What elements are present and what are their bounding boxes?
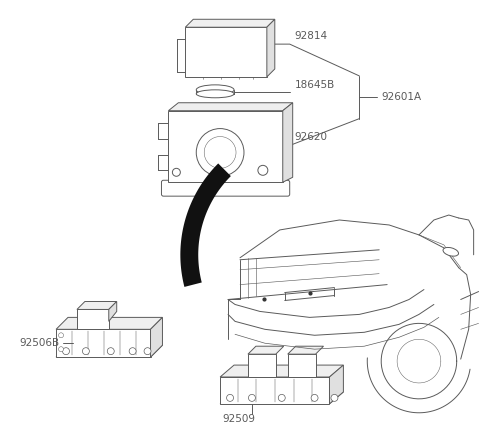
Circle shape (258, 165, 268, 175)
Polygon shape (168, 103, 293, 111)
Circle shape (172, 168, 180, 176)
Polygon shape (267, 19, 275, 77)
Polygon shape (180, 164, 231, 287)
Polygon shape (56, 318, 162, 329)
Ellipse shape (196, 85, 234, 95)
Text: 92509: 92509 (222, 414, 255, 424)
Polygon shape (220, 377, 329, 404)
FancyBboxPatch shape (161, 180, 290, 196)
Text: 18645B: 18645B (295, 80, 335, 90)
Ellipse shape (196, 90, 234, 98)
Polygon shape (283, 103, 293, 182)
Circle shape (204, 137, 236, 168)
Polygon shape (220, 392, 343, 404)
Circle shape (144, 348, 151, 355)
Polygon shape (151, 318, 162, 357)
Text: 92601A: 92601A (381, 92, 421, 102)
Circle shape (278, 394, 285, 401)
Polygon shape (288, 346, 324, 354)
Circle shape (107, 348, 114, 355)
Circle shape (62, 348, 70, 355)
Circle shape (311, 394, 318, 401)
Text: 92620: 92620 (295, 132, 328, 142)
Circle shape (331, 394, 338, 401)
FancyBboxPatch shape (185, 27, 267, 77)
Polygon shape (288, 354, 315, 377)
Polygon shape (56, 345, 162, 357)
Polygon shape (248, 346, 284, 354)
Circle shape (59, 347, 63, 351)
Polygon shape (109, 302, 117, 321)
Polygon shape (77, 310, 109, 329)
Circle shape (249, 394, 255, 401)
Ellipse shape (443, 247, 458, 256)
Polygon shape (185, 19, 275, 27)
Polygon shape (56, 329, 151, 357)
FancyBboxPatch shape (168, 111, 283, 182)
Polygon shape (77, 302, 117, 310)
Text: 92814: 92814 (295, 31, 328, 41)
Circle shape (227, 394, 234, 401)
Polygon shape (248, 354, 276, 377)
Text: 92506B: 92506B (19, 338, 60, 348)
Circle shape (129, 348, 136, 355)
Circle shape (196, 129, 244, 176)
Circle shape (83, 348, 89, 355)
Circle shape (59, 333, 63, 338)
Polygon shape (329, 365, 343, 404)
Polygon shape (220, 365, 343, 377)
